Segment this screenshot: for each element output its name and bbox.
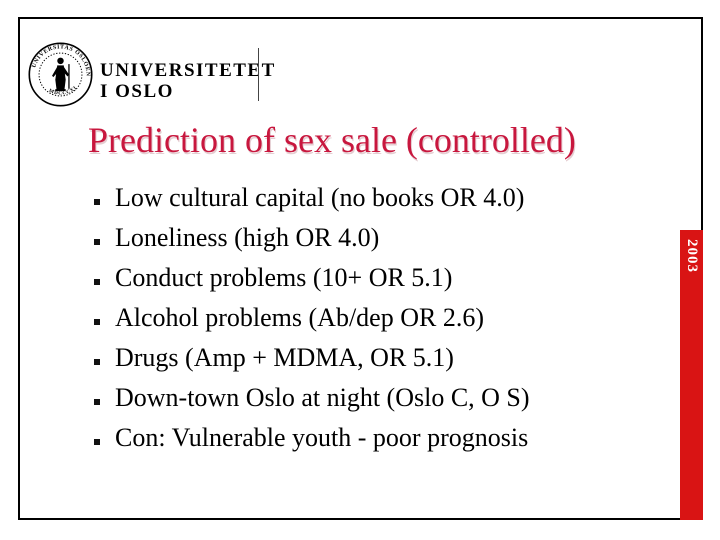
bullet-text: Low cultural capital (no books OR 4.0) xyxy=(115,183,525,212)
bullet-list: Low cultural capital (no books OR 4.0) L… xyxy=(92,179,652,459)
bullet-square-icon xyxy=(94,359,100,365)
bullet-square-icon xyxy=(94,199,100,205)
bullet-square-icon xyxy=(94,279,100,285)
year-sidebar-tab: 2003 xyxy=(680,230,703,520)
bullet-text: Conduct problems (10+ OR 5.1) xyxy=(115,263,453,292)
bullet-item: Conduct problems (10+ OR 5.1) xyxy=(92,259,652,299)
logo-wordmark-line2: I OSLO xyxy=(100,81,174,102)
bullet-text: Drugs (Amp + MDMA, OR 5.1) xyxy=(115,343,454,372)
bullet-item: Con: Vulnerable youth - poor prognosis xyxy=(92,419,652,459)
logo-wordmark: UNIVERSITETET I OSLO xyxy=(100,60,276,102)
seal-figure xyxy=(52,57,70,92)
bullet-item: Low cultural capital (no books OR 4.0) xyxy=(92,179,652,219)
bullet-text: Down-town Oslo at night (Oslo C, O S) xyxy=(115,383,530,412)
bullet-item: Drugs (Amp + MDMA, OR 5.1) xyxy=(92,339,652,379)
year-tab-label: 2003 xyxy=(684,239,700,273)
logo-wordmark-line1: UNIVERSITETET xyxy=(100,60,276,81)
bullet-item: Loneliness (high OR 4.0) xyxy=(92,219,652,259)
university-of-oslo-seal-icon: UNIVERSITAS OSLOENSIS MDCCCXI xyxy=(28,42,93,107)
logo-divider-line xyxy=(258,48,259,101)
bullet-square-icon xyxy=(94,319,100,325)
bullet-item: Down-town Oslo at night (Oslo C, O S) xyxy=(92,379,652,419)
bullet-square-icon xyxy=(94,399,100,405)
bullet-text: Loneliness (high OR 4.0) xyxy=(115,223,380,252)
bullet-square-icon xyxy=(94,439,100,445)
bullet-item: Alcohol problems (Ab/dep OR 2.6) xyxy=(92,299,652,339)
bullet-square-icon xyxy=(94,239,100,245)
slide-title: Prediction of sex sale (controlled) xyxy=(88,120,576,160)
bullet-text: Alcohol problems (Ab/dep OR 2.6) xyxy=(115,303,485,332)
bullet-text: Con: Vulnerable youth - poor prognosis xyxy=(115,423,529,452)
